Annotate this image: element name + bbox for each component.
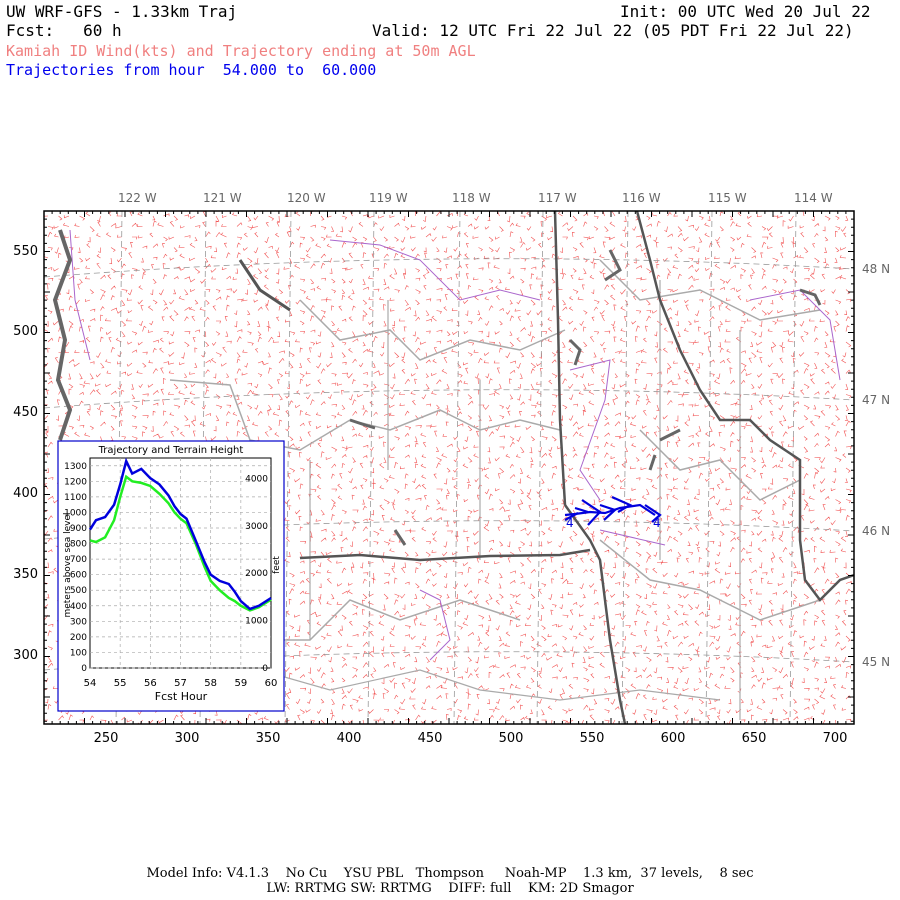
inset-left-tick: 600 [70, 571, 87, 581]
init-time: Init: 00 UTC Wed 20 Jul 22 [620, 2, 871, 21]
inset-left-tick: 100 [70, 648, 87, 658]
x-tick-labels: 250 300 350 400 450 500 550 600 650 700 [94, 731, 848, 746]
inset-x-tick: 54 [84, 678, 97, 689]
inset-left-tick: 1000 [64, 508, 87, 518]
model-info-line1: Model Info: V4.1.3 No Cu YSU PBL Thompso… [146, 866, 754, 881]
inset-left-tick: 700 [70, 555, 87, 565]
inset-right-tick: 3000 [245, 522, 268, 532]
x-tick-label: 250 [94, 731, 119, 746]
model-info-line2: LW: RRTMG SW: RRTMG DIFF: full KM: 2D Sm… [266, 881, 634, 896]
terrain-height-line [89, 474, 272, 612]
x-tick-label: 300 [175, 731, 200, 746]
valid-time: Valid: 12 UTC Fri 22 Jul 22 (05 PDT Fri … [372, 21, 854, 40]
inset-left-tick: 900 [70, 524, 87, 534]
lat-label: 47 N [862, 393, 890, 407]
inset-left-tick: 1300 [64, 462, 87, 472]
trajectory-hours: Trajectories from hour 54.000 to 60.000 [6, 61, 377, 79]
lon-label: 120 W [287, 191, 326, 205]
inset-right-ticks: 0 1000 2000 3000 4000 [245, 474, 268, 674]
land-boundaries [69, 229, 841, 661]
trajectory-path: 4 4 [564, 495, 662, 530]
x-tick-label: 550 [580, 731, 605, 746]
x-tick-label: 400 [337, 731, 362, 746]
lat-lon-grid [44, 211, 854, 724]
x-tick-label: 700 [823, 731, 848, 746]
lon-label: 115 W [708, 191, 747, 205]
lat-label: 48 N [862, 262, 890, 276]
inset-right-tick: 1000 [245, 617, 268, 627]
latitude-labels: 48 N 47 N 46 N 45 N [862, 262, 890, 669]
y-tick-label: 450 [13, 405, 38, 420]
inset-frame [57, 440, 285, 712]
x-tick-label: 650 [742, 731, 767, 746]
inset-x-tick: 59 [234, 678, 247, 689]
x-tick-label: 350 [256, 731, 281, 746]
inset-x-tick: 56 [144, 678, 157, 689]
state-borders [52, 211, 854, 724]
lat-label: 45 N [862, 655, 890, 669]
y-tick-labels: 550 500 450 400 350 300 [13, 244, 38, 663]
inset-title: Trajectory and Terrain Height [98, 445, 244, 456]
inset-left-tick: 1200 [64, 477, 87, 487]
y-tick-label: 550 [13, 244, 38, 259]
trajectory-marker-start: 4 [566, 516, 574, 530]
inset-left-label: meters above sea level [63, 512, 73, 617]
inset-right-tick: 2000 [245, 569, 268, 579]
x-tick-label: 450 [418, 731, 443, 746]
inset-left-tick: 1100 [64, 493, 87, 503]
trajectory-marker-end: 4 [653, 516, 661, 530]
trajectory-height-line [88, 457, 272, 611]
inset-left-tick: 300 [70, 617, 87, 627]
lon-label: 114 W [794, 191, 833, 205]
model-title: UW WRF-GFS - 1.33km Traj [6, 2, 238, 21]
inset-left-tick: 200 [70, 633, 87, 643]
inset-x-ticks: 54 55 56 57 58 59 60 [84, 678, 278, 689]
y-tick-label: 400 [13, 486, 38, 501]
forecast-hour: Fcst: 60 h [6, 21, 122, 40]
inset-right-tick: 4000 [245, 474, 268, 484]
lon-label: 117 W [538, 191, 577, 205]
inset-left-tick: 0 [81, 664, 87, 674]
inset-left-tick: 400 [70, 602, 87, 612]
x-tick-label: 500 [499, 731, 524, 746]
lon-label: 122 W [118, 191, 157, 205]
y-tick-label: 350 [13, 567, 38, 582]
inset-x-tick: 55 [114, 678, 127, 689]
longitude-labels: 122 W 121 W 120 W 119 W 118 W 117 W 116 … [118, 191, 833, 205]
inset-left-tick: 500 [70, 586, 87, 596]
inset-x-tick: 57 [174, 678, 187, 689]
inset-chart: Trajectory and Terrain Height 54 55 56 57 58… [57, 440, 285, 712]
frame-ticks [43, 210, 854, 724]
inset-right-tick: 0 [262, 664, 268, 674]
inset-x-label: Fcst Hour [155, 690, 208, 703]
lon-label: 119 W [369, 191, 408, 205]
inset-x-tick: 58 [204, 678, 217, 689]
y-tick-label: 500 [13, 324, 38, 339]
lat-label: 46 N [862, 524, 890, 538]
lon-label: 118 W [452, 191, 491, 205]
field-description: Kamiah ID Wind(kts) and Trajectory endin… [6, 42, 476, 60]
y-tick-label: 300 [13, 648, 38, 663]
inset-left-ticks: 0 100 200 300 400 500 600 700 800 900 1000 1100 1200… [64, 462, 87, 674]
inset-right-label: feet [272, 556, 282, 574]
inset-x-tick: 60 [265, 678, 278, 689]
lon-label: 116 W [622, 191, 661, 205]
x-tick-label: 600 [661, 731, 686, 746]
inset-left-tick: 800 [70, 540, 87, 550]
lon-label: 121 W [203, 191, 242, 205]
